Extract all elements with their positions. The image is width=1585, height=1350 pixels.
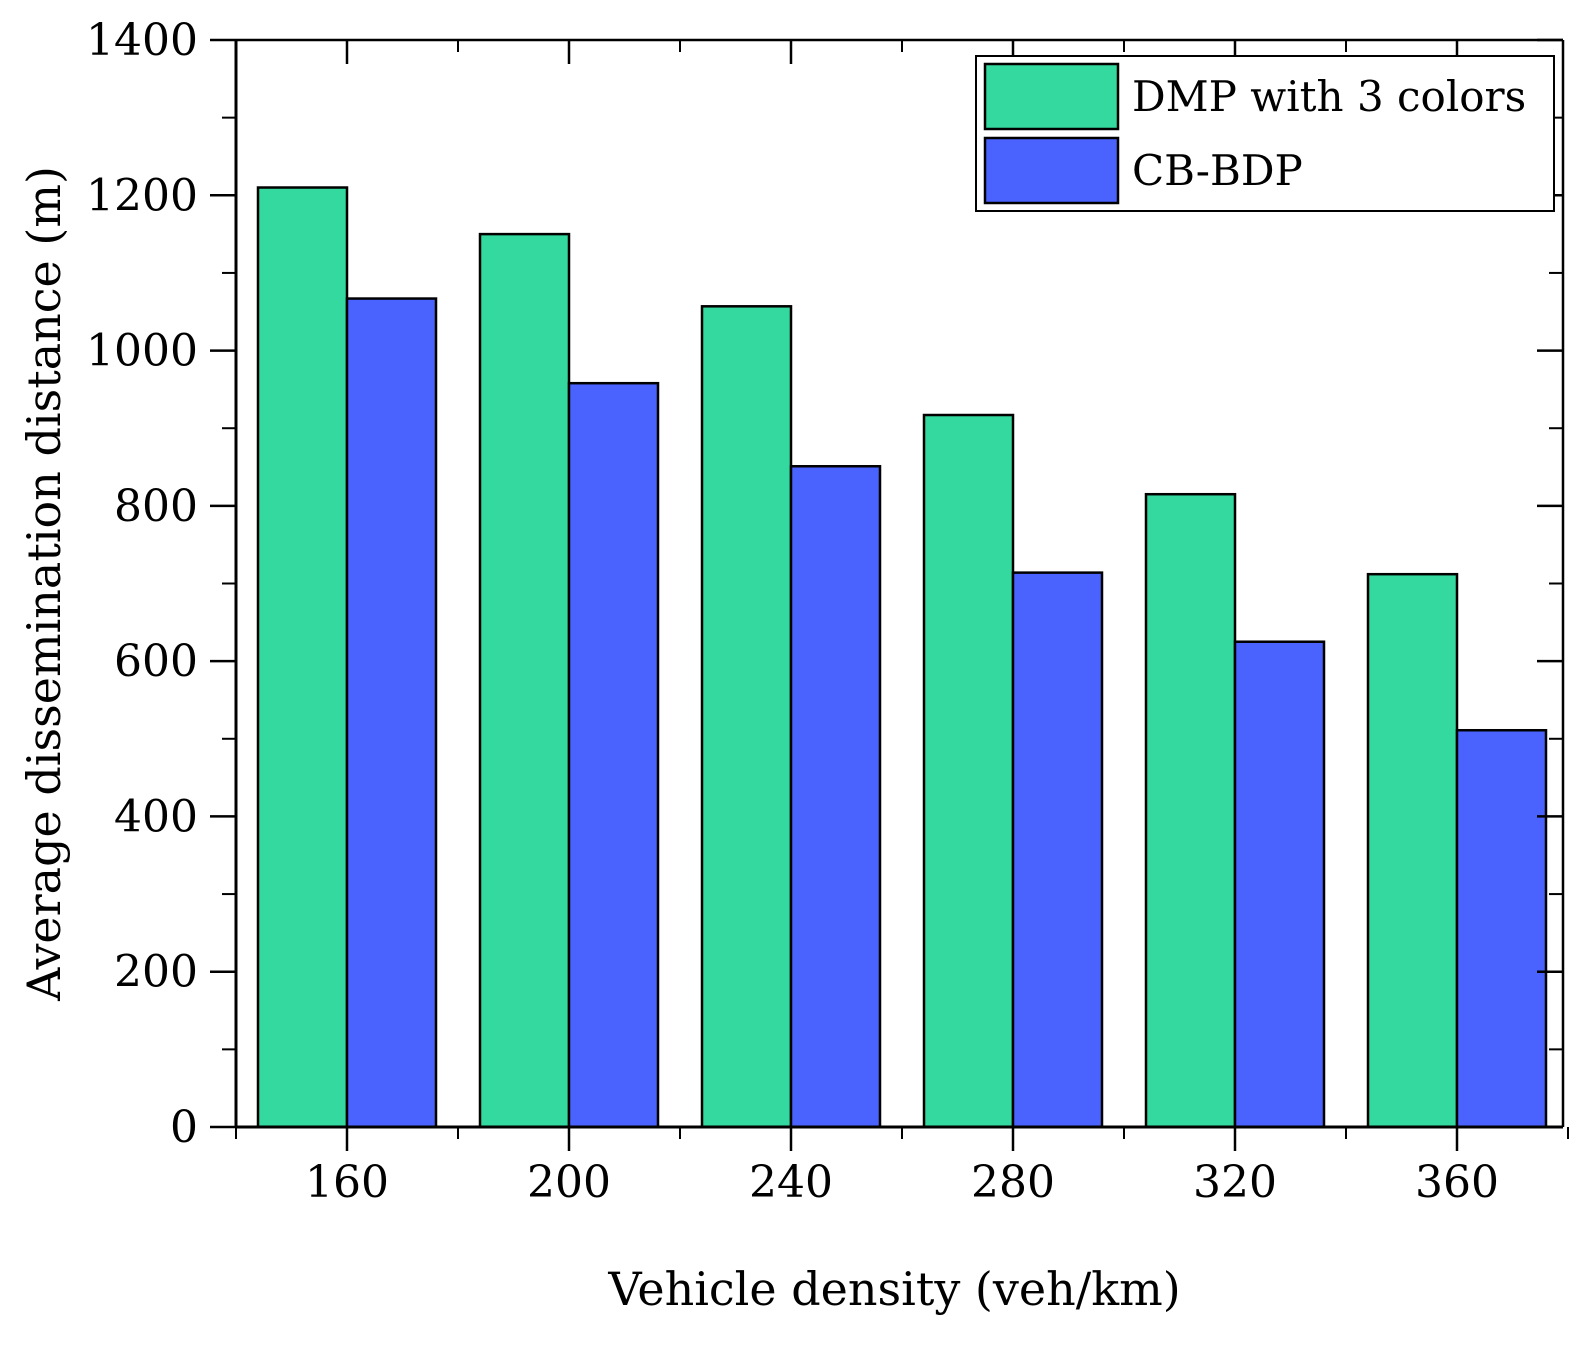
bar-dmp-with-3-colors-280 [922,413,1015,1129]
bar-cb-bdp-280 [1011,571,1104,1129]
x-tick-label-360: 360 [1415,1157,1499,1208]
legend-swatch-cb-bdp [983,136,1120,205]
ticks-group: 0 200 400 600 800 1000 1200 1400 160 200 240 280 320… [86,15,1569,1208]
y-tick-label-1200: 1200 [86,170,198,221]
legend-label-cb-bdp: CB-BDP [1132,146,1303,195]
bar-dmp-with-3-colors-160 [256,186,349,1129]
x-tick-label-200: 200 [527,1157,611,1208]
y-tick-label-800: 800 [114,481,198,532]
bars-group [256,186,1548,1129]
x-tick-label-240: 240 [749,1157,833,1208]
legend: DMP with 3 colors CB-BDP [975,55,1555,212]
bar-cb-bdp-360 [1455,728,1548,1129]
bar-dmp-with-3-colors-360 [1366,572,1459,1129]
bar-dmp-with-3-colors-320 [1144,492,1237,1129]
y-tick-label-1400: 1400 [86,15,198,66]
bar-cb-bdp-240 [789,465,882,1129]
y-tick-label-600: 600 [114,636,198,687]
x-axis-title: Vehicle density (veh/km) [607,1262,1180,1316]
bar-dmp-with-3-colors-240 [700,305,793,1129]
bar-cb-bdp-200 [567,381,660,1129]
x-tick-label-280: 280 [971,1157,1055,1208]
bar-cb-bdp-320 [1233,640,1326,1129]
x-tick-label-160: 160 [305,1157,389,1208]
y-tick-label-400: 400 [114,791,198,842]
legend-swatch-dmp-with-3-colors [983,62,1120,131]
y-tick-label-0: 0 [170,1102,198,1153]
y-tick-label-200: 200 [114,947,198,998]
legend-label-dmp-with-3-colors: DMP with 3 colors [1132,72,1526,121]
y-axis-title: Average dissemination distance (m) [17,166,71,1002]
x-tick-label-320: 320 [1193,1157,1277,1208]
y-tick-label-1000: 1000 [86,326,198,377]
bar-dmp-with-3-colors-200 [478,232,571,1129]
bar-cb-bdp-160 [345,297,438,1129]
